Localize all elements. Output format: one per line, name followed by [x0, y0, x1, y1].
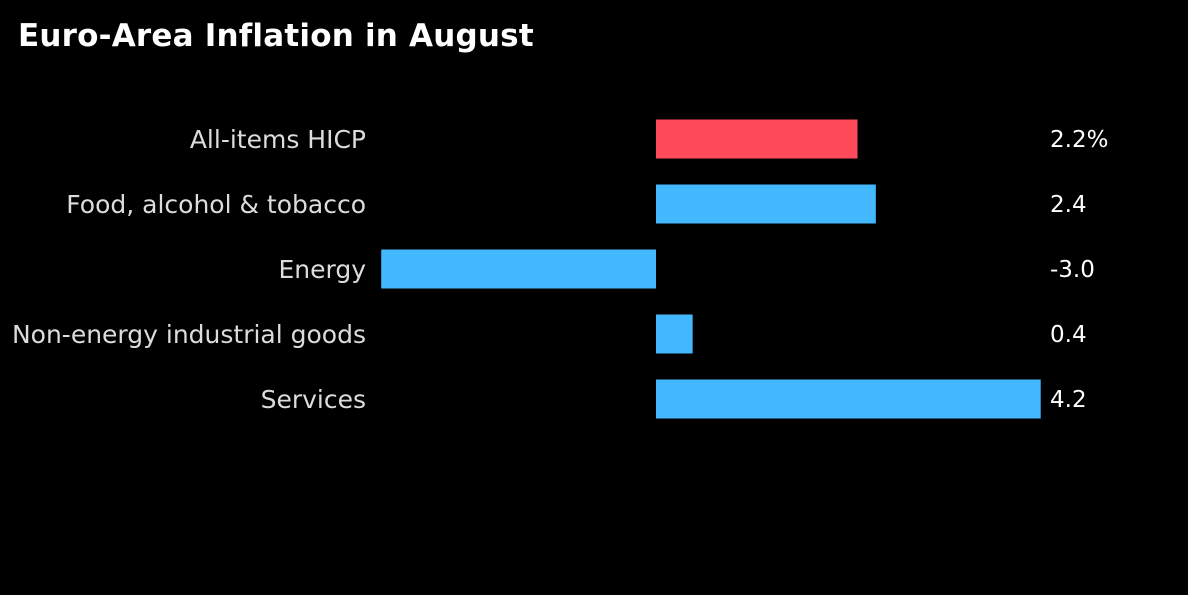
- value-label: 2.2%: [1050, 127, 1108, 153]
- bar: [656, 119, 858, 159]
- category-label: All-items HICP: [190, 125, 366, 154]
- chart-title: Euro-Area Inflation in August: [18, 18, 534, 54]
- category-label: Food, alcohol & tobacco: [66, 190, 366, 219]
- bar: [656, 184, 876, 224]
- bar: [381, 249, 656, 289]
- value-label: 0.4: [1050, 322, 1087, 348]
- category-label: Energy: [278, 255, 366, 284]
- value-label: -3.0: [1050, 257, 1095, 283]
- category-label: Services: [261, 385, 366, 414]
- category-label: Non-energy industrial goods: [12, 320, 366, 349]
- bar: [656, 314, 693, 354]
- bar: [656, 379, 1041, 419]
- value-label: 2.4: [1050, 192, 1087, 218]
- value-label: 4.2: [1050, 387, 1087, 413]
